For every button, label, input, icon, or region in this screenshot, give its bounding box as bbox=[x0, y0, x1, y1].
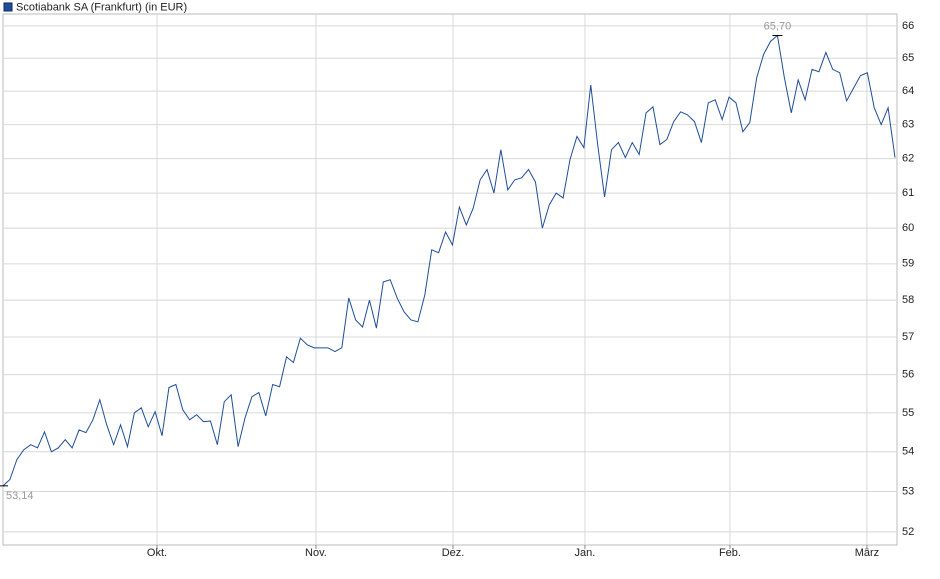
x-tick-label: Okt. bbox=[147, 547, 167, 559]
y-tick-label: 52 bbox=[902, 526, 914, 538]
value-label: 53,14 bbox=[6, 490, 34, 502]
y-tick-label: 54 bbox=[902, 446, 914, 458]
y-tick-label: 63 bbox=[902, 119, 914, 131]
y-tick-label: 53 bbox=[902, 485, 914, 497]
x-tick-label: Jan. bbox=[575, 547, 596, 559]
value-label: 65,70 bbox=[764, 20, 792, 32]
y-tick-label: 64 bbox=[902, 85, 914, 97]
y-tick-label: 66 bbox=[902, 20, 914, 32]
y-tick-label: 60 bbox=[902, 222, 914, 234]
x-tick-label: März bbox=[855, 547, 879, 559]
x-tick-label: Nov. bbox=[305, 547, 327, 559]
legend-label: Scotiabank SA (Frankfurt) (in EUR) bbox=[16, 1, 187, 13]
y-tick-label: 65 bbox=[902, 52, 914, 64]
legend-swatch bbox=[3, 2, 13, 12]
y-tick-label: 58 bbox=[902, 294, 914, 306]
y-tick-label: 57 bbox=[902, 331, 914, 343]
y-tick-label: 59 bbox=[902, 258, 914, 270]
price-line bbox=[2, 34, 896, 487]
y-tick-label: 56 bbox=[902, 369, 914, 381]
y-tick-label: 61 bbox=[902, 187, 914, 199]
x-tick-label: Dez. bbox=[442, 547, 465, 559]
y-tick-label: 55 bbox=[902, 407, 914, 419]
y-tick-label: 62 bbox=[902, 152, 914, 164]
x-tick-label: Feb. bbox=[719, 547, 741, 559]
plot-area bbox=[2, 13, 898, 546]
